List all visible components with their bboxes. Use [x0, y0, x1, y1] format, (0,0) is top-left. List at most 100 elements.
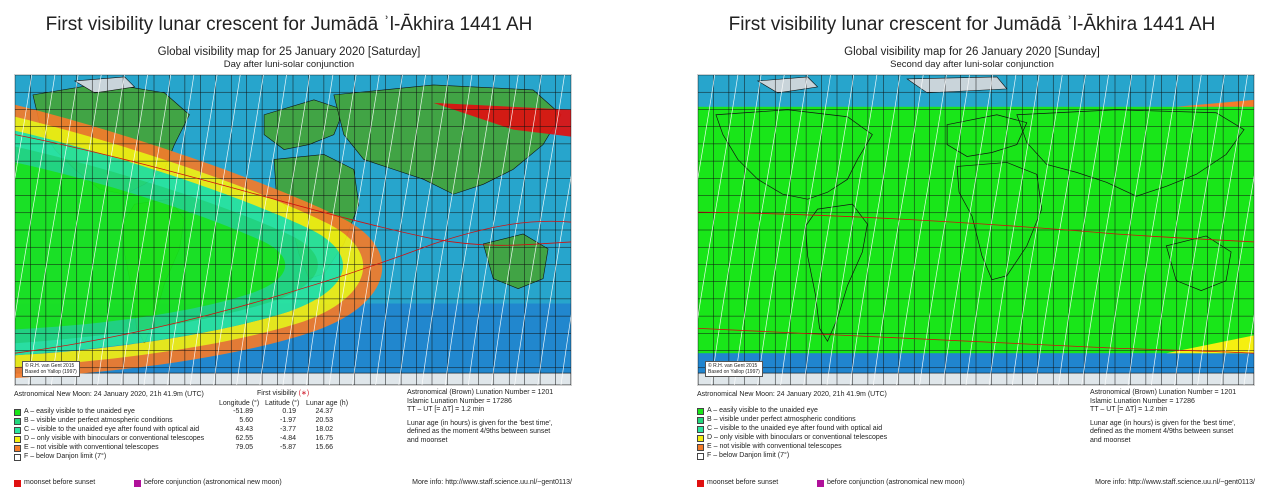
map-title: Global visibility map for 25 January 202… — [157, 46, 421, 58]
info-area: Astronomical New Moon: 24 January 2020, … — [697, 387, 1255, 495]
lunation-info: Astronomical (Brown) Lunation Number = 1… — [1090, 389, 1255, 445]
zone-label: C – visible to the unaided eye after fou… — [24, 426, 200, 433]
zone-label: A – easily visible to the unaided eye — [24, 408, 135, 415]
zone-swatch — [697, 444, 704, 451]
world-visibility-map: © R.H. van Gent 2015 Based on Yallop (19… — [697, 74, 1255, 386]
delta-t: TT – UT [= ΔT] = 1.2 min — [1090, 406, 1168, 413]
islamic-lunation: Islamic Lunation Number = 17286 — [407, 397, 512, 405]
visibility-legend: A – easily visible to the unaided eye B –… — [697, 407, 1097, 461]
ecliptic-lines — [698, 211, 1254, 354]
map-graphic — [698, 75, 1254, 385]
map-subtitle: Day after luni-solar conjunction — [223, 59, 355, 70]
zone-longitude: -51.89 — [233, 408, 253, 415]
ecliptic-lines — [15, 134, 571, 354]
lunar-age-note-1: Lunar age (in hours) is given for the 'b… — [1090, 419, 1236, 427]
more-info-link[interactable]: More info: http://www.staff.science.uu.n… — [412, 479, 572, 486]
zone-longitude: 79.05 — [235, 444, 253, 451]
info-area: Astronomical New Moon: 24 January 2020, … — [14, 387, 572, 495]
legend-row: C – visible to the unaided eye after fou… — [697, 425, 1097, 434]
zone-swatch — [14, 436, 21, 443]
legend-row: F – below Danjon limit (7°) — [697, 452, 1097, 461]
first-visibility-heading: First visibility (∗) — [257, 390, 310, 397]
zone-swatch — [697, 417, 704, 424]
conjunction-label: before conjunction (astronomical new moo… — [827, 479, 965, 486]
source-line: Based on Yallop (1997) — [25, 369, 77, 375]
time-tracks — [15, 75, 571, 385]
zone-label: A – easily visible to the unaided eye — [707, 407, 818, 414]
legend-row: B – visible under perfect atmospheric co… — [697, 416, 1097, 425]
zone-label: D – only visible with binoculars or conv… — [707, 434, 888, 441]
legend-row: B – visible under perfect atmospheric co… — [14, 417, 414, 426]
zone-swatch — [14, 409, 21, 416]
zone-latitude: -1.97 — [280, 417, 296, 424]
zone-longitude: 5.60 — [239, 417, 253, 424]
zone-latitude: -3.77 — [280, 426, 296, 433]
visibility-panel-jan-26: First visibility lunar crescent for Jumā… — [692, 0, 1255, 498]
legend-row: E – not visible with conventional telesc… — [697, 443, 1097, 452]
zone-swatch — [14, 454, 21, 461]
zone-longitude: 62.55 — [235, 435, 253, 442]
zone-latitude: -4.84 — [280, 435, 296, 442]
main-title: First visibility lunar crescent for Jumā… — [45, 14, 533, 35]
islamic-lunation: Islamic Lunation Number = 17286 — [1090, 397, 1195, 405]
zone-latitude: 0.19 — [282, 408, 296, 415]
visibility-legend: A – easily visible to the unaided eye -51… — [14, 408, 414, 462]
zone-swatch — [14, 427, 21, 434]
col-longitude: Longitude (°) — [219, 400, 260, 407]
zone-label: F – below Danjon limit (7°) — [707, 452, 790, 459]
map-subtitle: Second day after luni-solar conjunction — [890, 59, 1054, 70]
brown-lunation: Astronomical (Brown) Lunation Number = 1… — [407, 389, 554, 396]
main-title: First visibility lunar crescent for Jumā… — [728, 14, 1216, 35]
lunar-age-note-1: Lunar age (in hours) is given for the 'b… — [407, 419, 553, 427]
col-latitude: Latitude (°) — [265, 400, 300, 407]
legend-row: A – easily visible to the unaided eye — [697, 407, 1097, 416]
copyright-note: © R.H. van Gent 2015 Based on Yallop (19… — [22, 361, 80, 377]
copyright-note: © R.H. van Gent 2015 Based on Yallop (19… — [705, 361, 763, 377]
map-title: Global visibility map for 26 January 202… — [844, 46, 1100, 58]
zone-age: 16.75 — [315, 435, 333, 442]
new-moon-time: Astronomical New Moon: 24 January 2020, … — [697, 391, 887, 398]
zone-age: 20.53 — [315, 417, 333, 424]
zone-age: 18.02 — [315, 426, 333, 433]
zone-swatch — [697, 453, 704, 460]
zone-swatch — [14, 418, 21, 425]
delta-t: TT – UT [= ΔT] = 1.2 min — [407, 406, 485, 413]
legend-row: D – only visible with binoculars or conv… — [697, 434, 1097, 443]
zone-label: D – only visible with binoculars or conv… — [24, 435, 205, 442]
lunar-age-note-2: defined as the moment 4/9ths between sun… — [1090, 428, 1234, 435]
zone-swatch — [14, 445, 21, 452]
zone-label: B – visible under perfect atmospheric co… — [707, 416, 856, 423]
zone-longitude: 43.43 — [235, 426, 253, 433]
copyright-line: © R.H. van Gent 2015 — [25, 363, 75, 369]
col-lunar-age: Lunar age (h) — [306, 400, 349, 407]
zone-swatch — [697, 408, 704, 415]
lunation-info: Astronomical (Brown) Lunation Number = 1… — [407, 389, 572, 445]
world-visibility-map: © R.H. van Gent 2015 Based on Yallop (19… — [14, 74, 572, 386]
zone-label: E – not visible with conventional telesc… — [24, 444, 159, 451]
source-line: Based on Yallop (1997) — [708, 369, 760, 375]
new-moon-time: Astronomical New Moon: 24 January 2020, … — [14, 391, 204, 398]
legend-row: C – visible to the unaided eye after fou… — [14, 426, 414, 435]
lunar-age-note-2: defined as the moment 4/9ths between sun… — [407, 428, 551, 435]
more-info-link[interactable]: More info: http://www.staff.science.uu.n… — [1095, 479, 1255, 486]
moonset-label: moonset before sunset — [24, 479, 96, 486]
moonset-swatch — [14, 480, 21, 487]
zone-age: 24.37 — [315, 408, 333, 415]
legend-row: E – not visible with conventional telesc… — [14, 444, 414, 453]
zone-label: F – below Danjon limit (7°) — [24, 453, 107, 460]
legend-row: F – below Danjon limit (7°) — [14, 453, 414, 462]
brown-lunation: Astronomical (Brown) Lunation Number = 1… — [1090, 389, 1237, 396]
zone-latitude: -5.87 — [280, 444, 296, 451]
moonset-swatch — [697, 480, 704, 487]
lunar-age-note-3: and moonset — [1090, 436, 1131, 444]
legend-row: D – only visible with binoculars or conv… — [14, 435, 414, 444]
zone-swatch — [697, 435, 704, 442]
zone-age: 15.66 — [315, 444, 333, 451]
zone-label: B – visible under perfect atmospheric co… — [24, 417, 173, 424]
legend-row: A – easily visible to the unaided eye -51… — [14, 408, 414, 417]
copyright-line: © R.H. van Gent 2015 — [708, 363, 758, 369]
lunar-age-note-3: and moonset — [407, 436, 448, 444]
conjunction-swatch — [134, 480, 141, 487]
graticule — [698, 75, 1254, 385]
graticule — [15, 75, 571, 385]
